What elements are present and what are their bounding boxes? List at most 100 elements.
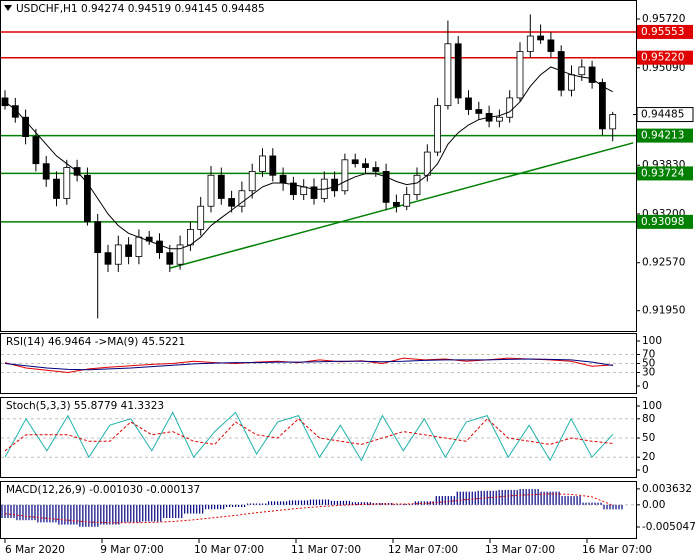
level-label-box	[637, 128, 693, 143]
candle-body	[341, 159, 349, 192]
y-tick-label: 20	[642, 451, 655, 463]
candle-body	[382, 171, 390, 203]
candle-body	[42, 163, 50, 180]
price-label: 0.94485	[641, 109, 684, 121]
y-tick-label: 80	[642, 413, 655, 425]
x-tick-label: 13 Mar 07:00	[485, 544, 555, 556]
indicator-line	[4, 411, 614, 462]
indicator-line	[4, 493, 614, 524]
candle-body	[104, 252, 112, 265]
candle-body	[289, 182, 297, 196]
plot	[1, 489, 636, 527]
candle-body	[207, 174, 215, 207]
level-label-box	[637, 50, 693, 65]
indicator-line	[4, 418, 614, 452]
candle-body	[495, 116, 503, 122]
candle-body	[197, 205, 205, 230]
candle-body	[135, 236, 143, 257]
candle-body	[269, 155, 277, 176]
panel-frame	[0, 0, 637, 332]
candle-body	[444, 43, 452, 107]
level-label-box	[637, 166, 693, 181]
candle-body	[568, 74, 575, 91]
candle-body	[588, 66, 596, 83]
plot	[1, 411, 636, 462]
candle-body	[609, 114, 617, 130]
panel-title: USDCHF,H1 0.94274 0.94519 0.94145 0.9448…	[16, 3, 265, 15]
x-tick-label: 12 Mar 07:00	[388, 544, 458, 556]
y-tick-label: 0.003632	[642, 483, 692, 495]
level-label: 0.95220	[641, 52, 684, 64]
panel-frame	[0, 481, 637, 539]
candle-body	[526, 35, 534, 52]
candle-body	[248, 171, 256, 192]
candle-body	[11, 105, 19, 118]
plot	[1, 354, 636, 374]
y-tick-label: 0.00	[642, 499, 665, 511]
trendline	[169, 142, 634, 269]
y-tick-label: 50	[642, 358, 655, 370]
y-tick-label: 30	[642, 367, 655, 379]
level-label: 0.93098	[641, 216, 684, 228]
candle-body	[300, 186, 308, 196]
indicator-line	[4, 66, 613, 250]
candle-body	[94, 221, 102, 254]
indicator-line	[4, 357, 614, 374]
level-label: 0.93724	[641, 167, 685, 179]
candle-body	[176, 244, 184, 265]
y-tick-label: 0.95090	[642, 62, 685, 74]
candle-body	[434, 105, 442, 153]
candle-body	[238, 190, 246, 207]
candle-body	[84, 174, 91, 223]
candle-body	[228, 198, 236, 207]
candle-body	[331, 178, 339, 192]
menu-icon	[4, 5, 12, 11]
x-tick-label: 9 Mar 07:00	[100, 544, 163, 556]
candle-body	[310, 186, 318, 199]
y-tick-label: 100	[642, 335, 662, 347]
candle-body	[465, 97, 472, 110]
candle-body	[156, 240, 163, 254]
candle-body	[392, 201, 400, 207]
candle-body	[372, 167, 380, 172]
y-tick-label: 0.91950	[642, 305, 685, 317]
panel-title: MACD(12,26,9) -0.001030 -0.000137	[6, 484, 200, 496]
candle-body	[599, 82, 606, 130]
panel-title: Stoch(5,3,3) 55.8779 41.3323	[6, 400, 164, 412]
candle-body	[22, 116, 30, 138]
candle-body	[423, 151, 431, 176]
candle-body	[114, 244, 122, 265]
y-tick-label: 0.95720	[642, 13, 685, 25]
candle-body	[475, 109, 483, 114]
plot	[1, 14, 636, 319]
x-tick-label: 11 Mar 07:00	[291, 544, 361, 556]
candle-body	[454, 43, 462, 99]
indicator-line	[4, 358, 614, 371]
candle-body	[217, 174, 225, 199]
candle-body	[63, 167, 71, 199]
y-tick-label: 100	[642, 400, 662, 412]
candle-body	[362, 163, 369, 168]
candle-body	[259, 155, 266, 172]
level-label: 0.94213	[641, 130, 684, 142]
candle-body	[516, 51, 524, 99]
panel-title: RSI(14) 46.9464 ->MA(9) 45.5221	[6, 336, 185, 348]
candle-body	[53, 178, 60, 199]
candle-body	[125, 244, 132, 257]
y-tick-label: 0	[642, 380, 649, 392]
x-tick-label: 16 Mar 07:00	[582, 544, 652, 556]
candle-body	[547, 39, 555, 52]
candle-body	[578, 66, 586, 76]
candle-body	[186, 229, 194, 246]
y-tick-label: -0.005047	[642, 521, 696, 533]
level-label-box	[637, 214, 693, 229]
candle-body	[537, 35, 544, 41]
candle-body	[1, 97, 9, 107]
candle-body	[413, 174, 421, 196]
price-label-box	[636, 107, 694, 123]
y-tick-label: 0.92570	[642, 257, 685, 269]
x-tick-label: 6 Mar 2020	[5, 544, 65, 556]
x-tick-label: 10 Mar 07:00	[194, 544, 264, 556]
y-tick-label: 50	[642, 432, 655, 444]
